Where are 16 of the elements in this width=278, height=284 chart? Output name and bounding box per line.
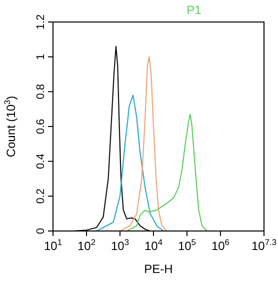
- x-tick-label: 10$^{7.3}$: [251, 237, 277, 253]
- x-tick-label: 10$^{4}$: [144, 237, 163, 253]
- y-tick-label: 1: [35, 54, 47, 60]
- x-tick-label: 10$^{2}$: [77, 237, 96, 253]
- y-tick-label: 0.6: [35, 118, 47, 134]
- x-axis-title: PE-H: [144, 262, 173, 276]
- y-tick-label: 0.4: [35, 154, 47, 169]
- x-tick-label: 10$^{1}$: [44, 237, 62, 253]
- text: P1: [186, 3, 202, 17]
- y-tick-label: 0.8: [35, 84, 47, 100]
- y-tick-label: 1.2: [35, 14, 47, 30]
- x-tick-label: 10$^{6}$: [211, 237, 230, 253]
- y-tick-label: 0.2: [35, 188, 47, 204]
- x-tick-label: 10$^{3}$: [110, 237, 130, 253]
- x-tick-label: 10$^{5}$: [178, 237, 196, 253]
- y-tick-label: 0: [35, 228, 47, 234]
